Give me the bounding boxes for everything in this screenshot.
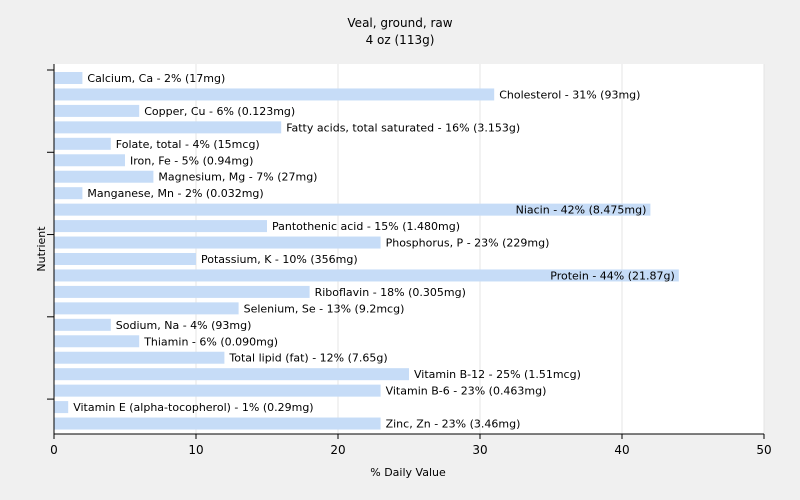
bar [54,269,679,282]
bar-label: Protein - 44% (21.87g) [550,269,675,282]
bar [54,72,83,84]
bar-label: Pantothenic acid - 15% (1.480mg) [272,220,460,233]
bar-label: Riboflavin - 18% (0.305mg) [315,286,466,299]
bars [54,72,679,430]
bar-label: Sodium, Na - 4% (93mg) [116,319,252,332]
bar [54,154,125,167]
bar-label: Vitamin E (alpha-tocopherol) - 1% (0.29m… [73,401,313,414]
bar [54,121,282,134]
bar-label: Manganese, Mn - 2% (0.032mg) [87,187,263,200]
chart-title: Veal, ground, raw [347,16,452,30]
bar-label: Magnesium, Mg - 7% (27mg) [158,171,317,184]
x-tick-label: 10 [188,443,203,457]
bar [54,187,83,200]
axes [47,64,765,439]
bar [54,253,196,265]
x-tick-label: 0 [50,443,58,457]
bar [54,368,409,381]
bar [54,351,225,364]
bar-label: Potassium, K - 10% (356mg) [201,253,358,266]
bar-label: Zinc, Zn - 23% (3.46mg) [386,418,521,431]
bar-label: Vitamin B-12 - 25% (1.51mcg) [414,368,581,381]
bar [54,220,267,233]
bar [54,104,140,117]
chart-subtitle: 4 oz (113g) [366,33,435,47]
bar [54,318,111,331]
bar-label: Selenium, Se - 13% (9.2mcg) [244,302,405,315]
bar [54,203,651,216]
bar [54,302,239,315]
bar-label: Total lipid (fat) - 12% (7.65g) [228,352,387,365]
bar [54,137,111,150]
bar-label: Phosphorus, P - 23% (229mg) [386,237,550,250]
x-tick-label: 50 [756,443,771,457]
bar-label: Fatty acids, total saturated - 16% (3.15… [286,121,520,134]
bar [54,285,310,298]
x-tick-label: 20 [330,443,345,457]
bar-label: Cholesterol - 31% (93mg) [499,88,640,101]
y-axis-label: Nutrient [35,226,48,272]
bar-label: Folate, total - 4% (15mcg) [116,138,260,151]
x-tick-labels: 0 10 20 30 40 50 [50,443,771,457]
bar-label: Iron, Fe - 5% (0.94mg) [130,154,253,167]
bar-label: Copper, Cu - 6% (0.123mg) [144,105,295,118]
bar [54,401,69,414]
bar [54,417,381,430]
bar [54,335,140,348]
bar [54,236,381,249]
x-tick-label: 40 [614,443,629,457]
bar [54,88,495,101]
x-tick-label: 30 [472,443,487,457]
bar [54,170,154,183]
bar-label: Thiamin - 6% (0.090mg) [143,335,278,348]
bar-label: Vitamin B-6 - 23% (0.463mg) [386,385,547,398]
bar-label: Niacin - 42% (8.475mg) [516,204,647,217]
x-axis-label: % Daily Value [370,466,446,479]
bar-labels: Calcium, Ca - 2% (17mg) Cholesterol - 31%… [73,72,675,431]
bar-label: Calcium, Ca - 2% (17mg) [87,72,225,85]
bar [54,384,381,397]
